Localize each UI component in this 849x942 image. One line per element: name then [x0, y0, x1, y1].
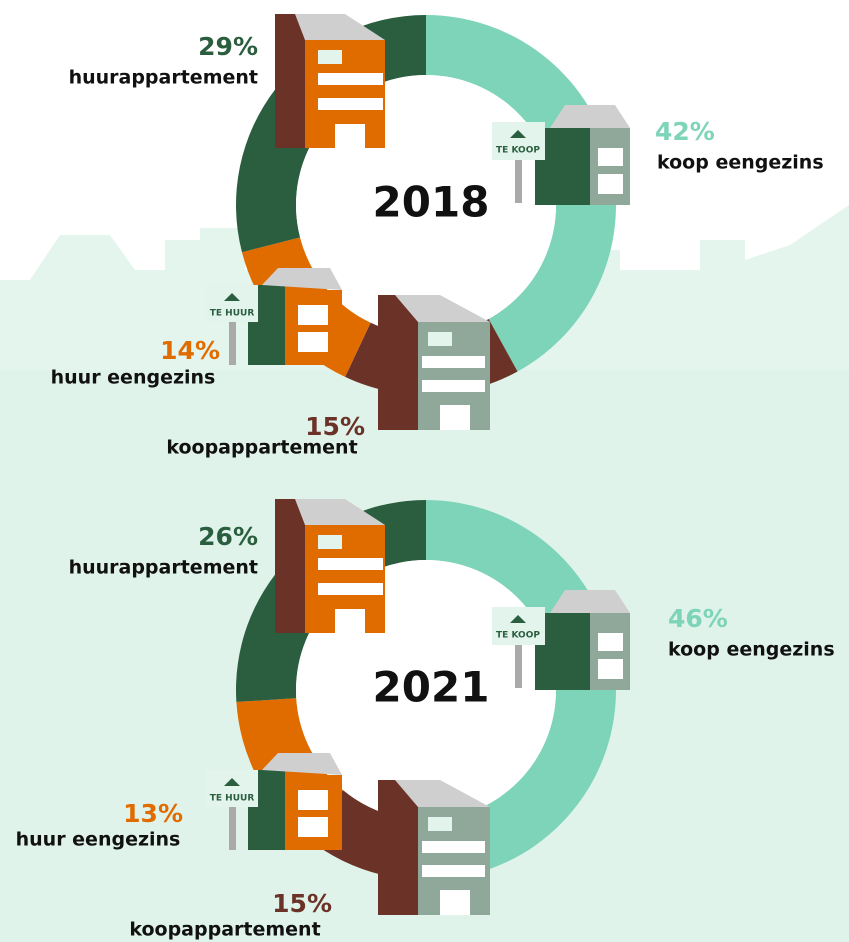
roof: [395, 780, 490, 807]
building-part: [318, 583, 383, 595]
sign-label: TE HUUR: [210, 309, 255, 319]
building-part: [285, 290, 342, 365]
building-part: [422, 865, 485, 877]
value-label: 26%: [198, 522, 258, 551]
building-part: [206, 285, 258, 322]
building-part: [275, 499, 305, 633]
chart-title: 2018: [373, 178, 490, 227]
roof: [224, 778, 240, 786]
sign-label: TE HUUR: [210, 794, 255, 804]
building-part: [422, 380, 485, 392]
value-label: 15%: [305, 412, 365, 441]
building-part: [492, 607, 545, 645]
building-part: [285, 775, 342, 850]
building-part: [335, 609, 365, 633]
building-part: [229, 805, 236, 850]
building-part: [428, 332, 452, 346]
category-label: huur eengezins: [51, 367, 216, 389]
category-label: huur eengezins: [16, 829, 181, 851]
roof: [262, 268, 342, 290]
category-label: koopappartement: [166, 437, 357, 459]
category-label: koopappartement: [129, 919, 320, 941]
building-part: [229, 320, 236, 365]
building-part: [298, 332, 328, 352]
building-part: [206, 770, 258, 807]
category-label: koop eengezins: [657, 152, 824, 174]
building-part: [378, 780, 418, 915]
building-part: [318, 98, 383, 110]
value-label: 46%: [668, 604, 728, 633]
building-part: [598, 174, 623, 194]
roof: [550, 590, 630, 613]
building-part: [298, 790, 328, 810]
donut-segment: [426, 15, 616, 372]
roof: [295, 499, 385, 525]
building-part: [335, 124, 365, 148]
building-part: [298, 817, 328, 837]
buildings: TE KOOP TE HUUR: [206, 499, 630, 915]
building-part: [515, 643, 522, 688]
category-label: huurappartement: [69, 557, 258, 579]
building-part: [378, 295, 418, 430]
building-part: [275, 14, 305, 148]
building-part: [422, 841, 485, 853]
building-part: [318, 73, 383, 85]
value-label: 13%: [123, 799, 183, 828]
roof: [510, 130, 526, 138]
building-part: [598, 633, 623, 651]
sign-label: TE KOOP: [496, 631, 540, 641]
building-part: [598, 659, 623, 679]
roof: [550, 105, 630, 128]
category-label: koop eengezins: [668, 639, 835, 661]
roof: [224, 293, 240, 301]
value-label: 29%: [198, 32, 258, 61]
roof: [262, 753, 342, 775]
chart-title: 2021: [373, 663, 490, 712]
roof: [510, 615, 526, 623]
building-part: [440, 890, 470, 915]
building-part: [492, 122, 545, 160]
buildings: TE KOOP TE HUUR: [206, 14, 630, 430]
building-part: [428, 817, 452, 831]
building-part: [318, 50, 342, 64]
building-part: [598, 148, 623, 166]
value-label: 42%: [655, 117, 715, 146]
building-part: [298, 305, 328, 325]
building-part: [515, 158, 522, 203]
roof: [295, 14, 385, 40]
building-part: [318, 535, 342, 549]
value-label: 15%: [272, 889, 332, 918]
building-part: [318, 558, 383, 570]
roof: [395, 295, 490, 322]
building-part: [422, 356, 485, 368]
category-label: huurappartement: [69, 67, 258, 89]
value-label: 14%: [160, 336, 220, 365]
sign-label: TE KOOP: [496, 146, 540, 156]
building-part: [440, 405, 470, 430]
